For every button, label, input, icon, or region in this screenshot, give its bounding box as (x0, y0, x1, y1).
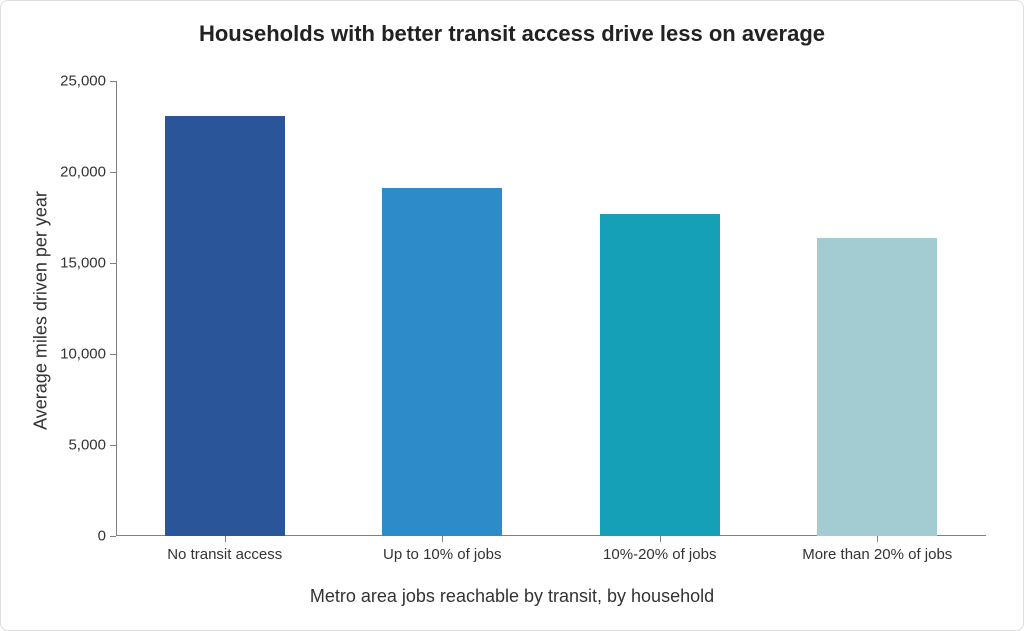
y-axis-line (116, 81, 117, 536)
y-tick-label: 15,000 (60, 255, 106, 272)
x-tick-mark (442, 536, 443, 542)
bar (817, 238, 937, 536)
y-tick-mark (110, 172, 116, 173)
plot-area: 05,00010,00015,00020,00025,000No transit… (116, 81, 986, 536)
x-tick-mark (225, 536, 226, 542)
chart-title: Households with better transit access dr… (1, 21, 1023, 47)
x-axis-label: Metro area jobs reachable by transit, by… (1, 586, 1023, 607)
y-tick-label: 10,000 (60, 346, 106, 363)
x-tick-mark (660, 536, 661, 542)
y-tick-mark (110, 263, 116, 264)
x-tick-mark (877, 536, 878, 542)
y-tick-label: 5,000 (68, 437, 106, 454)
bar (600, 214, 720, 536)
y-tick-mark (110, 536, 116, 537)
y-tick-label: 25,000 (60, 73, 106, 90)
x-tick-label: 10%-20% of jobs (603, 546, 716, 563)
x-tick-label: Up to 10% of jobs (383, 546, 501, 563)
x-tick-label: No transit access (167, 546, 282, 563)
bar (382, 188, 502, 536)
x-tick-label: More than 20% of jobs (802, 546, 952, 563)
y-tick-mark (110, 445, 116, 446)
y-tick-label: 0 (98, 528, 106, 545)
y-axis-label: Average miles driven per year (31, 161, 52, 461)
y-tick-mark (110, 81, 116, 82)
y-tick-mark (110, 354, 116, 355)
bar (165, 116, 285, 536)
chart-container: Households with better transit access dr… (0, 0, 1024, 631)
y-tick-label: 20,000 (60, 164, 106, 181)
